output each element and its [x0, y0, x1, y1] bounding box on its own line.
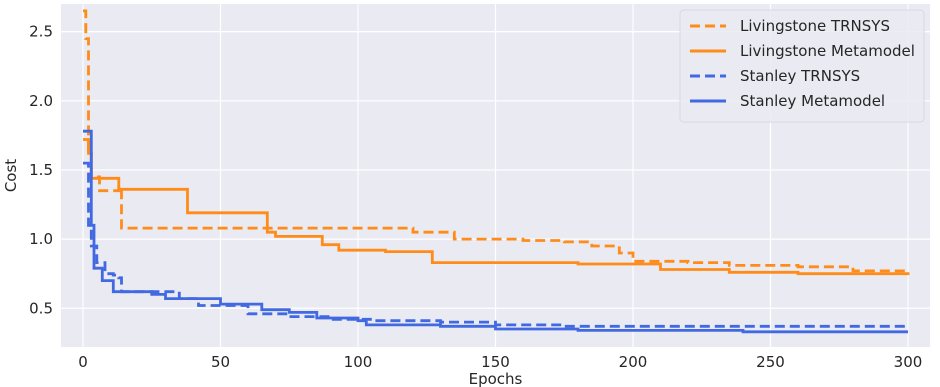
x-tick-label: 150 — [481, 353, 510, 371]
y-tick-label: 0.5 — [29, 299, 53, 317]
series-line-3 — [83, 129, 908, 334]
x-tick-label: 250 — [756, 353, 785, 371]
series-line-2 — [83, 161, 908, 328]
x-tick-label: 0 — [78, 353, 88, 371]
x-tick-label: 200 — [619, 353, 648, 371]
series-layer — [83, 9, 910, 334]
y-tick-label: 1.5 — [29, 161, 53, 179]
x-tick-label: 300 — [894, 353, 923, 371]
x-axis-ticks: 0 50 100 150 200 250 300 — [78, 353, 922, 371]
legend-frame — [679, 9, 925, 123]
legend: Livingstone TRNSYS Livingstone Metamodel S… — [679, 9, 925, 123]
legend-label: Stanley Metamodel — [740, 92, 885, 110]
y-tick-label: 1.0 — [29, 230, 53, 248]
series-line-0 — [83, 9, 910, 273]
y-tick-label: 2.5 — [29, 23, 53, 41]
x-tick-label: 50 — [211, 353, 230, 371]
y-axis-ticks: 0.5 1.0 1.5 2.0 2.5 — [29, 23, 53, 318]
y-tick-label: 2.0 — [29, 92, 53, 110]
legend-label: Livingstone TRNSYS — [740, 17, 890, 35]
series-line-1 — [83, 138, 910, 276]
legend-label: Livingstone Metamodel — [740, 42, 915, 60]
y-axis-label: Cost — [2, 159, 20, 192]
x-axis-label: Epochs — [469, 370, 523, 387]
legend-label: Stanley TRNSYS — [740, 67, 860, 85]
x-tick-label: 100 — [344, 353, 373, 371]
